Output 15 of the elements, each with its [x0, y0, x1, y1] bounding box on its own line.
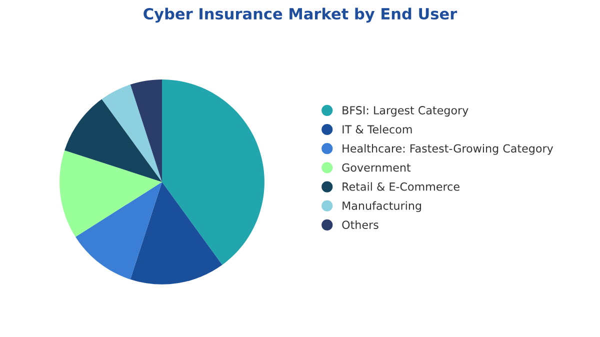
- legend-label: Others: [342, 220, 378, 229]
- pie-slice: [162, 80, 264, 265]
- legend-label: Government: [342, 163, 411, 172]
- pie-slice: [64, 99, 162, 182]
- pie-slice: [130, 182, 222, 284]
- legend-label: IT & Telecom: [342, 124, 412, 134]
- legend-label: Healthcare: Fastest-Growing Category: [342, 144, 554, 155]
- legend-label: BFSI: Largest Category: [342, 106, 468, 117]
- chart-title: Cyber Insurance Market by End User: [144, 8, 458, 23]
- pie-slice: [130, 80, 162, 182]
- pie-slice: [60, 150, 162, 237]
- legend-label: Manufacturing: [342, 201, 422, 212]
- legend-label: Retail & E-Commerce: [342, 182, 460, 191]
- pie-slice: [102, 84, 162, 182]
- pie-slice: [76, 182, 162, 280]
